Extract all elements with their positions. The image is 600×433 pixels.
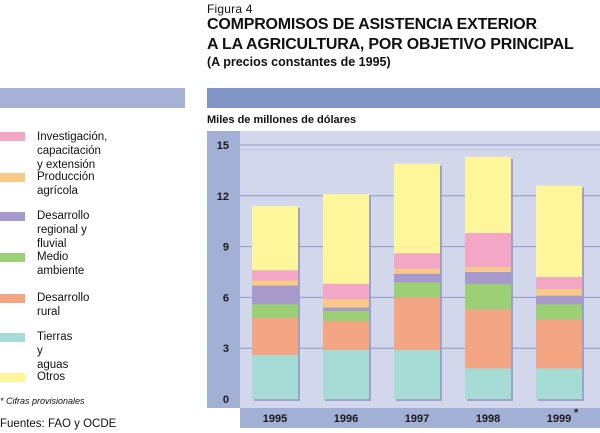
bar-segment	[465, 233, 511, 267]
bar-segment	[252, 285, 298, 305]
bar-segment	[323, 307, 369, 311]
bar-segment	[323, 299, 369, 308]
x-tick-label: 1998	[476, 413, 500, 425]
legend-label: Investigación, capacitación y extensión	[37, 131, 108, 171]
bar-segment	[252, 205, 298, 271]
bar-segment	[252, 304, 298, 318]
y-axis-band	[207, 131, 240, 408]
bar-segment	[465, 272, 511, 284]
bar-segment	[536, 304, 582, 320]
x-tick-label: 1999	[547, 413, 571, 425]
bar-segment	[394, 253, 440, 269]
source-note: Fuentes: FAO y OCDE	[0, 418, 117, 430]
chart-subtitle: (A precios constantes de 1995)	[207, 55, 391, 69]
bar-segment	[252, 317, 298, 355]
y-tick-label: 12	[217, 191, 229, 203]
x-tick-asterisk: *	[574, 407, 579, 419]
bar-segment	[323, 321, 369, 350]
chart-title: COMPROMISOS DE ASISTENCIA EXTERIOR A LA …	[207, 15, 600, 55]
y-tick-label: 0	[223, 394, 229, 406]
legend-swatch	[0, 173, 25, 182]
bar-segment	[394, 282, 440, 298]
bar-segment	[465, 266, 511, 272]
footnote: * Cifras provisionales	[0, 396, 85, 406]
figure-label: Figura 4	[207, 2, 253, 16]
y-tick-label: 3	[223, 343, 229, 355]
legend-label: Medio ambiente	[37, 251, 85, 277]
legend-swatch	[0, 212, 25, 221]
legend-label: Otros	[37, 371, 66, 383]
bar-segment	[252, 280, 298, 286]
y-tick-label: 15	[217, 140, 229, 152]
bar-segment	[536, 368, 582, 399]
bar-segment	[252, 354, 298, 399]
bar-segment	[323, 310, 369, 322]
bar-segment	[323, 283, 369, 300]
bar-segment	[394, 273, 440, 283]
legend-label: Desarrollo rural	[37, 292, 90, 318]
bar-segment	[465, 156, 511, 234]
bar-segment	[536, 185, 582, 278]
bar-segment	[252, 270, 298, 281]
bar-segment	[465, 283, 511, 310]
bar-segment	[394, 297, 440, 350]
legend-label: Tierras y aguas	[37, 331, 73, 371]
chart-header-band	[207, 88, 600, 108]
bar-segment	[465, 309, 511, 369]
bar-segment	[394, 349, 440, 399]
x-tick-label: 1997	[405, 413, 429, 425]
x-tick-label: 1995	[263, 413, 287, 425]
bar-segment	[536, 277, 582, 289]
legend-header-band	[0, 88, 185, 108]
y-tick-label: 9	[223, 242, 229, 254]
bar-segment	[394, 163, 440, 254]
x-tick-label: 1996	[334, 413, 358, 425]
legend-label: Desarrollo regional y fluvial	[37, 210, 90, 250]
legend-swatch	[0, 373, 25, 382]
legend-swatch	[0, 132, 25, 141]
bar-segment	[394, 268, 440, 274]
y-axis-label: Miles de millones de dólares	[207, 114, 357, 126]
chart-title-line-2: A LA AGRICULTURA, POR OBJETIVO PRINCIPAL	[207, 36, 574, 53]
legend-label: Producción agrícola	[37, 171, 95, 197]
y-tick-label: 6	[223, 292, 229, 304]
bar-segment	[465, 368, 511, 399]
legend-swatch	[0, 333, 25, 342]
chart-title-line-1: COMPROMISOS DE ASISTENCIA EXTERIOR	[207, 16, 537, 33]
legend-swatch	[0, 253, 25, 262]
bar-segment	[536, 319, 582, 369]
x-axis-band	[240, 408, 600, 428]
legend-swatch	[0, 294, 25, 303]
bar-segment	[536, 288, 582, 296]
bar-segment	[536, 295, 582, 305]
bar-segment	[323, 349, 369, 399]
bar-segment	[323, 194, 369, 284]
